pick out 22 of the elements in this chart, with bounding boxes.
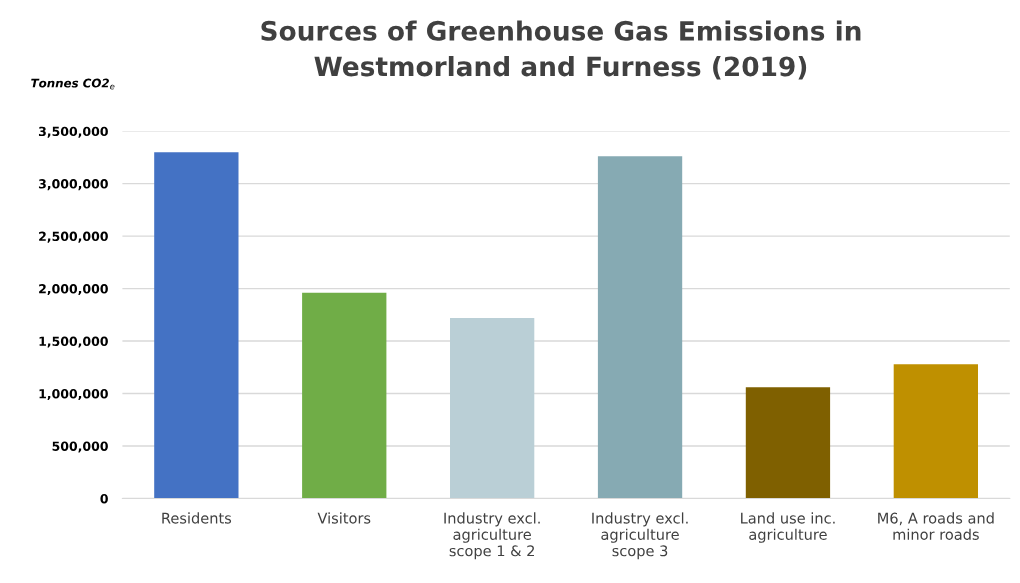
bar (745, 387, 831, 499)
y-tick-label: 1,500,000 (39, 336, 108, 348)
y-tick-label: 2,500,000 (39, 231, 108, 243)
y-axis-title: Tonnes CO2$_{e}$ (31, 78, 115, 90)
x-tick-label: Industry excl. agriculture scope 1 & 2 (444, 512, 540, 560)
x-tick-label: Residents (162, 512, 232, 524)
bar (597, 156, 683, 499)
bar (893, 364, 978, 499)
bar (154, 152, 239, 499)
x-tick-label: Industry excl. agriculture scope 3 (592, 512, 688, 560)
x-tick-label: M6, A roads and minor roads (878, 512, 994, 540)
y-tick-label: 1,000,000 (39, 389, 108, 401)
y-tick-label: 500,000 (52, 441, 108, 453)
y-tick-label: 0 (100, 493, 108, 504)
x-tick-label: Visitors (317, 512, 371, 524)
chart-title: Sources of Greenhouse Gas Emissions in Westmorland and Furness (2019) (261, 20, 861, 80)
bar (450, 317, 535, 499)
y-tick-label: 3,000,000 (38, 179, 108, 191)
y-tick-label: 3,500,000 (38, 126, 108, 138)
y-tick-label: 2,000,000 (39, 284, 108, 296)
x-tick-label: Land use inc. agriculture (741, 512, 835, 543)
bar (302, 292, 387, 499)
